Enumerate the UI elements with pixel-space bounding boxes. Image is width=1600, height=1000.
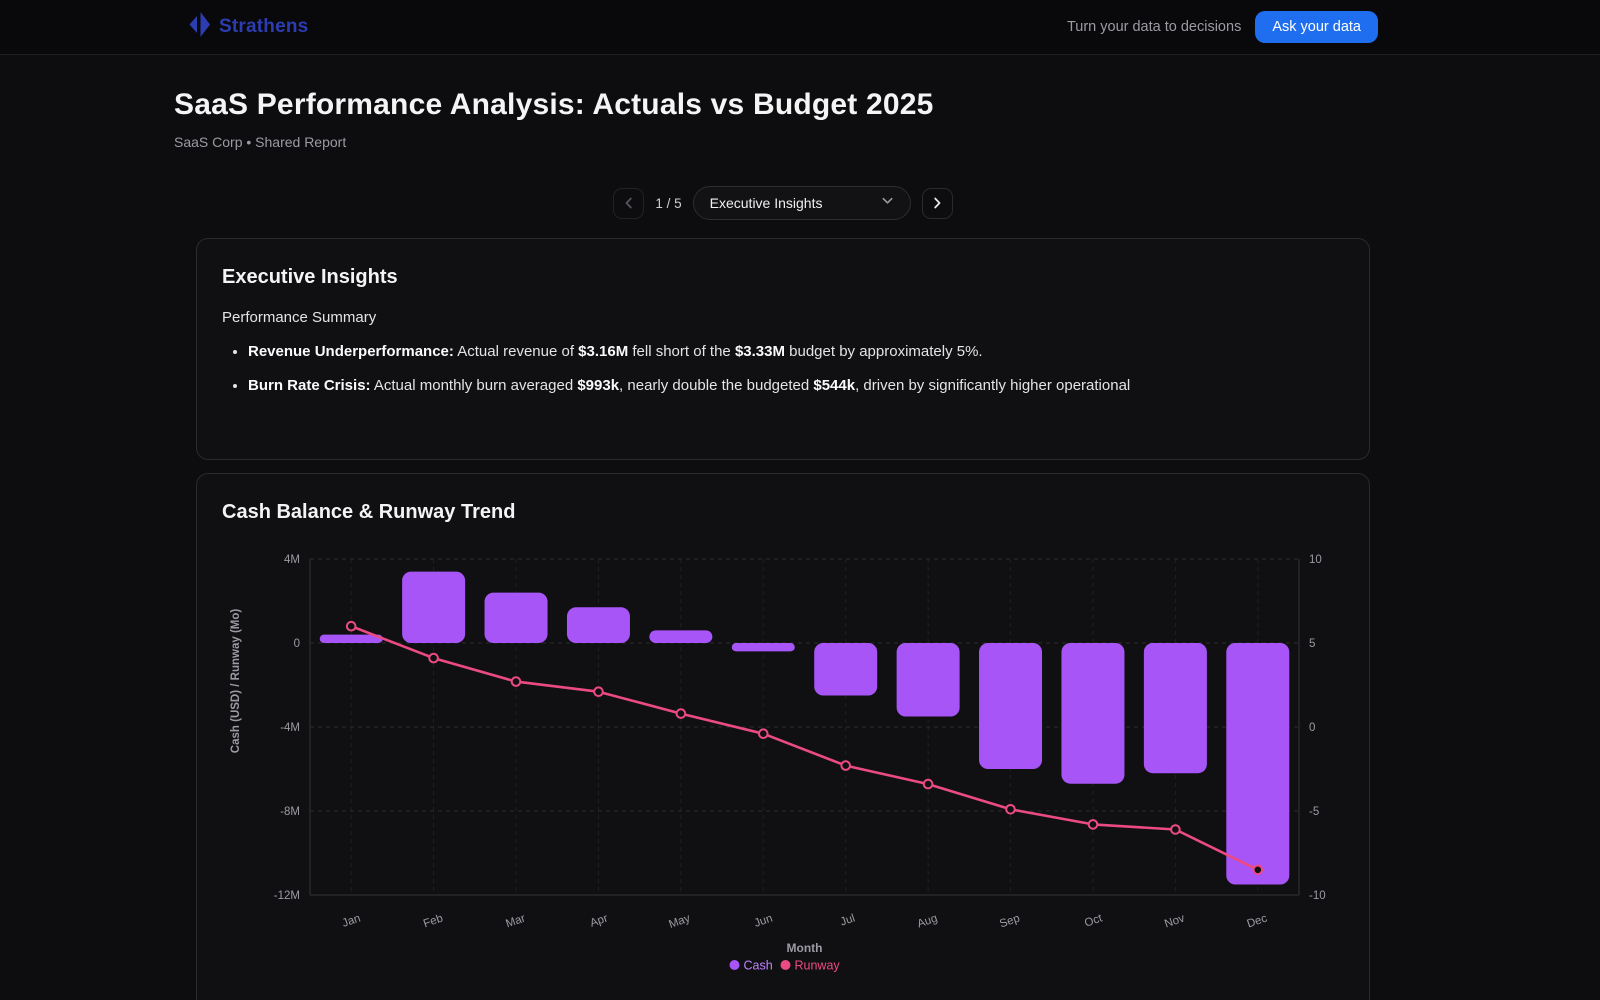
chart-heading: Cash Balance & Runway Trend	[222, 501, 516, 523]
runway-point	[1005, 804, 1016, 815]
cash-bar	[814, 643, 878, 696]
insights-heading: Executive Insights	[222, 266, 398, 288]
chevron-right-icon	[930, 196, 944, 210]
x-tick: Sep	[998, 912, 1021, 930]
page-indicator: 1 / 5	[655, 195, 682, 211]
cash-bar	[896, 643, 960, 717]
x-tick: Nov	[1163, 912, 1186, 930]
left-tick: -8M	[280, 806, 300, 818]
right-tick: 10	[1309, 554, 1322, 566]
left-tick: 4M	[284, 554, 300, 566]
insight-bullet: Revenue Underperformance: Actual revenue…	[248, 341, 1344, 363]
cash-bar	[979, 643, 1043, 769]
cash-bar	[1226, 643, 1290, 885]
x-tick: May	[667, 912, 692, 931]
runway-point	[675, 708, 687, 719]
runway-point	[840, 760, 852, 771]
legend-cash-dot	[729, 960, 740, 970]
cash-bar	[402, 571, 466, 643]
runway-point	[1170, 824, 1181, 835]
left-tick: 0	[294, 638, 300, 650]
runway-point	[1087, 819, 1099, 830]
chevron-down-icon	[881, 194, 894, 212]
runway-point	[345, 620, 357, 632]
runway-point	[510, 676, 522, 687]
brand-logo[interactable]: Strathens	[188, 11, 308, 43]
legend-cash-label: Cash	[744, 959, 773, 973]
insights-bullet-list: Revenue Underperformance: Actual revenue…	[222, 341, 1344, 397]
cash-runway-card: Cash Balance & Runway Trend 4M 0 -4M -8M -12…	[196, 473, 1370, 1000]
page-subtitle: SaaS Corp • Shared Report	[174, 134, 347, 150]
cash-runway-chart: 4M 0 -4M -8M -12M 10 5 0 -5 -10 Jan Feb Mar Apr May Jun…	[222, 536, 1344, 1000]
left-tick: -12M	[274, 890, 300, 902]
nav-tagline: Turn your data to decisions	[1066, 19, 1242, 35]
legend-runway-dot	[780, 960, 791, 970]
right-tick: -5	[1309, 806, 1319, 818]
runway-point	[1252, 864, 1264, 876]
cash-bar	[1143, 643, 1207, 774]
x-tick: Jun	[753, 912, 774, 929]
insight-bullet: Burn Rate Crisis: Actual monthly burn av…	[248, 375, 1344, 397]
x-axis-title: Month	[787, 941, 823, 955]
runway-point	[428, 652, 439, 664]
page-title: SaaS Performance Analysis: Actuals vs Bu…	[174, 88, 934, 121]
runway-line	[350, 624, 1259, 871]
main-content: SaaS Performance Analysis: Actuals vs Bu…	[172, 88, 1394, 1000]
right-tick: 5	[1309, 638, 1315, 650]
prev-section-button[interactable]	[613, 187, 645, 219]
right-tick: 0	[1309, 722, 1315, 734]
cash-bar	[319, 634, 383, 643]
cash-bar	[649, 630, 713, 643]
right-tick: -10	[1309, 890, 1326, 902]
section-dropdown-value: Executive Insights	[709, 195, 823, 211]
x-tick: Apr	[589, 912, 610, 929]
cash-bar	[731, 643, 795, 652]
strathens-diamond-icon	[188, 11, 211, 43]
x-tick: Mar	[504, 912, 527, 930]
runway-point	[922, 778, 934, 790]
cash-bar	[1061, 643, 1125, 784]
y-axis-title: Cash (USD) / Runway (Mo)	[230, 609, 242, 754]
x-tick: Dec	[1246, 912, 1269, 930]
x-tick: Jul	[839, 912, 857, 928]
ask-your-data-button[interactable]: Ask your data	[1255, 11, 1378, 43]
left-tick: -4M	[280, 722, 300, 734]
x-tick: Jan	[341, 912, 362, 929]
x-tick: Aug	[916, 912, 939, 930]
brand-name: Strathens	[219, 16, 309, 37]
x-tick: Oct	[1083, 912, 1105, 929]
section-dropdown[interactable]: Executive Insights	[692, 186, 911, 220]
runway-point	[593, 686, 604, 697]
legend-runway-label: Runway	[795, 959, 841, 973]
x-tick: Feb	[422, 912, 445, 930]
insights-subheading: Performance Summary	[222, 309, 377, 326]
cash-bar	[484, 592, 548, 643]
runway-point	[758, 728, 769, 739]
chevron-left-icon	[622, 196, 636, 210]
section-pager: 1 / 5 Executive Insights	[172, 186, 1394, 220]
cash-bar	[566, 607, 630, 643]
executive-insights-card: Executive Insights Performance Summary R…	[196, 238, 1370, 460]
next-section-button[interactable]	[921, 187, 953, 219]
navbar: Strathens Turn your data to decisions As…	[0, 0, 1600, 55]
